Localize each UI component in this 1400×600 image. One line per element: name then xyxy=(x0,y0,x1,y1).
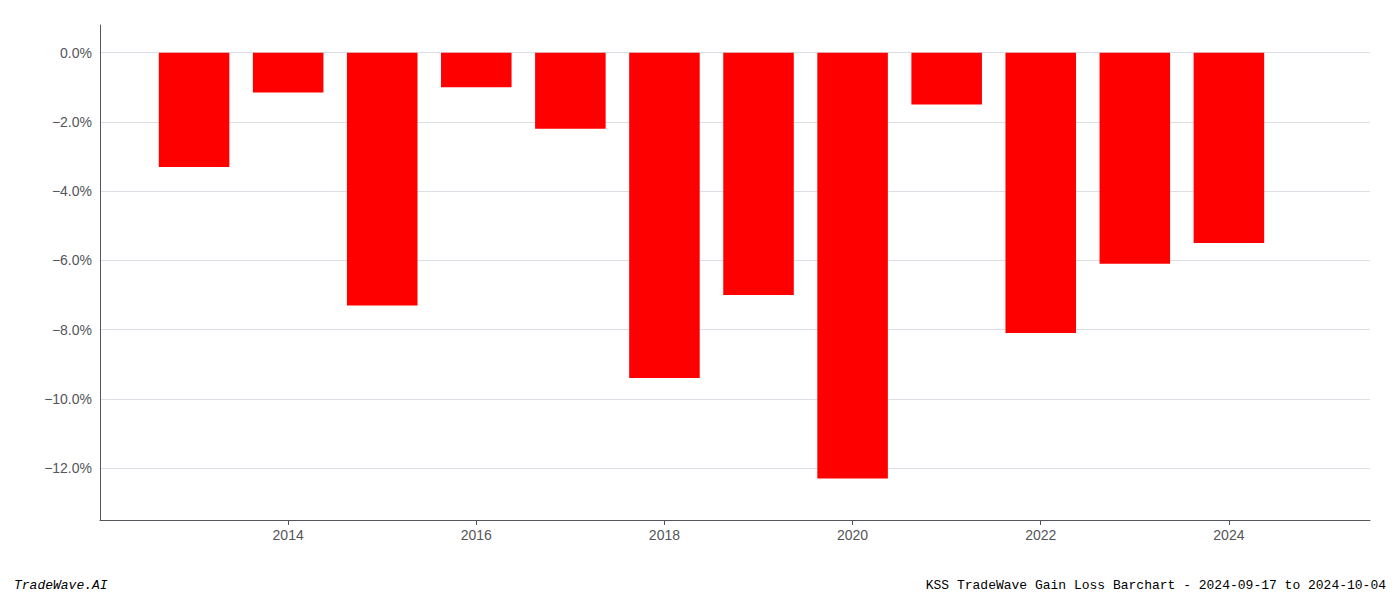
svg-text:−8.0%: −8.0% xyxy=(52,322,92,338)
svg-text:2014: 2014 xyxy=(273,527,304,543)
svg-text:2016: 2016 xyxy=(461,527,492,543)
svg-text:2018: 2018 xyxy=(649,527,680,543)
svg-text:2024: 2024 xyxy=(1213,527,1244,543)
svg-text:−6.0%: −6.0% xyxy=(52,252,92,268)
svg-text:TradeWave.AI: TradeWave.AI xyxy=(14,578,108,593)
svg-text:2022: 2022 xyxy=(1025,527,1056,543)
svg-text:−10.0%: −10.0% xyxy=(44,391,92,407)
svg-text:−12.0%: −12.0% xyxy=(44,460,92,476)
svg-text:0.0%: 0.0% xyxy=(60,45,92,61)
svg-text:2020: 2020 xyxy=(837,527,868,543)
svg-text:−2.0%: −2.0% xyxy=(52,114,92,130)
svg-text:KSS TradeWave Gain Loss Barcha: KSS TradeWave Gain Loss Barchart - 2024-… xyxy=(926,578,1386,593)
svg-text:−4.0%: −4.0% xyxy=(52,183,92,199)
